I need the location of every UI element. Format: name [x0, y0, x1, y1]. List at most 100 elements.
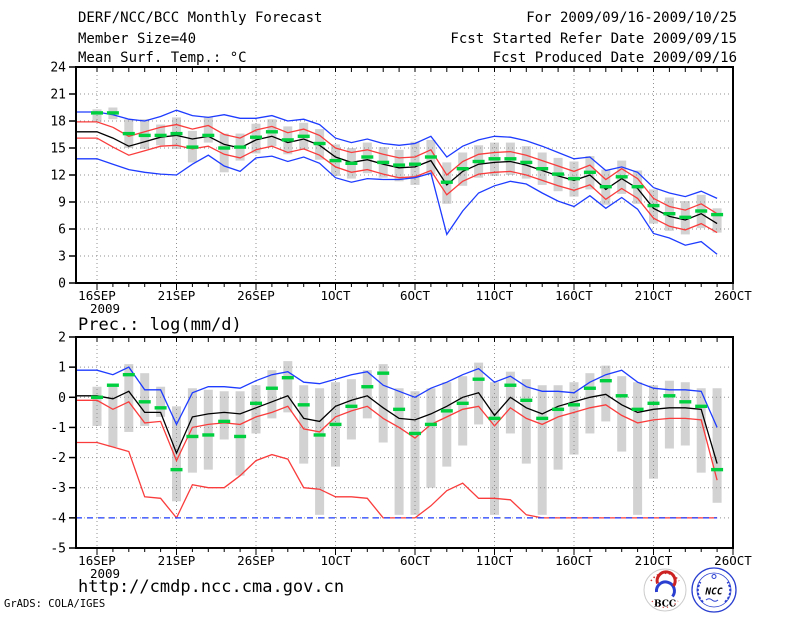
- y-tick-label: 6: [58, 223, 66, 238]
- ensemble-median-dash: [313, 433, 326, 437]
- members-range-bar: [203, 389, 213, 470]
- ensemble-median-dash: [424, 422, 437, 427]
- x-tick-label: 6OCT: [400, 288, 431, 303]
- ensemble-median-dash: [615, 175, 628, 179]
- ensemble-median-dash: [440, 409, 453, 413]
- x-tick-label: 16OCT: [555, 288, 593, 303]
- mean-plus-spread-line: [76, 121, 718, 215]
- ensemble-median-dash: [552, 172, 565, 176]
- website-url: http://cmdp.ncc.cma.gov.cn: [78, 577, 344, 597]
- members-range-bar: [442, 382, 452, 467]
- temperature-chart-title: Mean Surf. Temp.: °C: [78, 50, 247, 66]
- ncc-logo-icon: NCC: [691, 567, 737, 613]
- members-range-bar: [521, 379, 531, 464]
- x-tick-label: 1OCT: [320, 288, 351, 303]
- members-range-bar: [537, 385, 547, 515]
- ensemble-median-dash: [377, 371, 390, 375]
- ensemble-median-dash: [536, 167, 549, 171]
- x-tick-label: 26OCT: [714, 553, 752, 568]
- members-range-bar: [92, 386, 102, 426]
- members-range-bar: [235, 391, 245, 476]
- ensemble-max-line: [76, 109, 718, 199]
- x-year-label: 2009: [90, 566, 120, 581]
- ensemble-median-dash: [202, 133, 215, 138]
- ensemble-median-dash: [424, 155, 437, 159]
- fcst-started-label: Fcst Started Refer Date 2009/09/15: [450, 31, 737, 47]
- ensemble-median-dash: [377, 160, 390, 165]
- ensemble-median-dash: [440, 180, 453, 184]
- ensemble-median-dash: [361, 385, 374, 389]
- members-range-bar: [426, 388, 436, 488]
- y-tick-label: -1: [50, 421, 66, 436]
- ensemble-median-dash: [504, 383, 517, 387]
- members-range-bar: [649, 385, 658, 479]
- ensemble-median-dash: [138, 133, 151, 138]
- x-tick-label: 11OCT: [476, 553, 514, 568]
- ensemble-median-dash: [536, 416, 549, 421]
- ensemble-median-dash: [265, 386, 278, 390]
- x-tick-label: 11OCT: [476, 288, 514, 303]
- ncc-laurel-right: [724, 581, 732, 603]
- members-range-bar: [712, 388, 722, 503]
- members-range-bar: [601, 365, 611, 422]
- ensemble-median-dash: [679, 215, 692, 219]
- ensemble-median-dash: [329, 422, 342, 427]
- ensemble-median-dash: [488, 157, 501, 161]
- ncc-wave: [705, 598, 719, 602]
- members-range-bar: [203, 116, 213, 143]
- members-range-bar: [712, 208, 722, 233]
- members-range-bar: [187, 388, 197, 473]
- ensemble-median-dash: [250, 401, 262, 406]
- x-tick-label: 16OCT: [555, 553, 593, 568]
- y-tick-label: 12: [50, 169, 66, 184]
- x-tick-label: 21SEP: [158, 288, 196, 303]
- ensemble-median-dash: [122, 372, 135, 377]
- members-range-bar: [553, 385, 563, 470]
- members-range-bar: [458, 376, 468, 446]
- x-tick-label: 26OCT: [714, 288, 752, 303]
- ensemble-median-dash: [313, 141, 326, 146]
- x-tick-label: 16SEP: [78, 288, 116, 303]
- ensemble-median-dash: [250, 135, 262, 139]
- ensemble-median-dash: [234, 145, 247, 149]
- members-range-bar: [664, 380, 674, 449]
- y-tick-label: 3: [58, 250, 66, 265]
- members-range-bar: [299, 385, 309, 464]
- x-tick-label: 26SEP: [237, 288, 275, 303]
- fcst-produced-label: Fcst Produced Date 2009/09/16: [493, 50, 737, 66]
- ensemble-median-dash: [154, 406, 167, 410]
- ensemble-median-dash: [599, 185, 612, 189]
- members-range-bar: [617, 376, 627, 452]
- ensemble-median-dash: [695, 404, 708, 409]
- ensemble-median-dash: [91, 395, 103, 399]
- members-range-bar: [315, 388, 325, 515]
- ensemble-median-dash: [711, 467, 724, 472]
- page-title: DERF/NCC/BCC Monthly Forecast: [78, 10, 322, 26]
- ensemble-median-dash: [361, 155, 374, 159]
- members-range-bar: [633, 382, 643, 515]
- members-range-bar: [219, 133, 229, 173]
- ensemble-min-line: [76, 154, 718, 255]
- bcc-logo-icon: BCC: [643, 568, 687, 612]
- ensemble-median-dash: [568, 403, 580, 407]
- ensemble-median-dash: [615, 394, 628, 398]
- ensemble-median-dash: [631, 185, 644, 189]
- ensemble-median-dash: [281, 375, 294, 380]
- mean-plus-spread-line: [76, 399, 718, 481]
- ensemble-median-dash: [631, 407, 644, 412]
- ensemble-median-dash: [281, 138, 294, 142]
- ensemble-median-dash: [91, 111, 103, 115]
- ensemble-median-dash: [154, 133, 167, 138]
- member-size-label: Member Size=40: [78, 31, 196, 47]
- members-range-bar: [219, 391, 229, 440]
- ensemble-median-dash: [599, 379, 612, 383]
- members-range-bar: [346, 379, 356, 440]
- ensemble-median-dash: [329, 158, 342, 163]
- ensemble-median-dash: [409, 162, 421, 166]
- x-tick-label: 21OCT: [635, 288, 673, 303]
- ensemble-median-dash: [297, 403, 310, 407]
- bcc-swirl-blue: [654, 580, 676, 598]
- ensemble-median-dash: [393, 163, 406, 167]
